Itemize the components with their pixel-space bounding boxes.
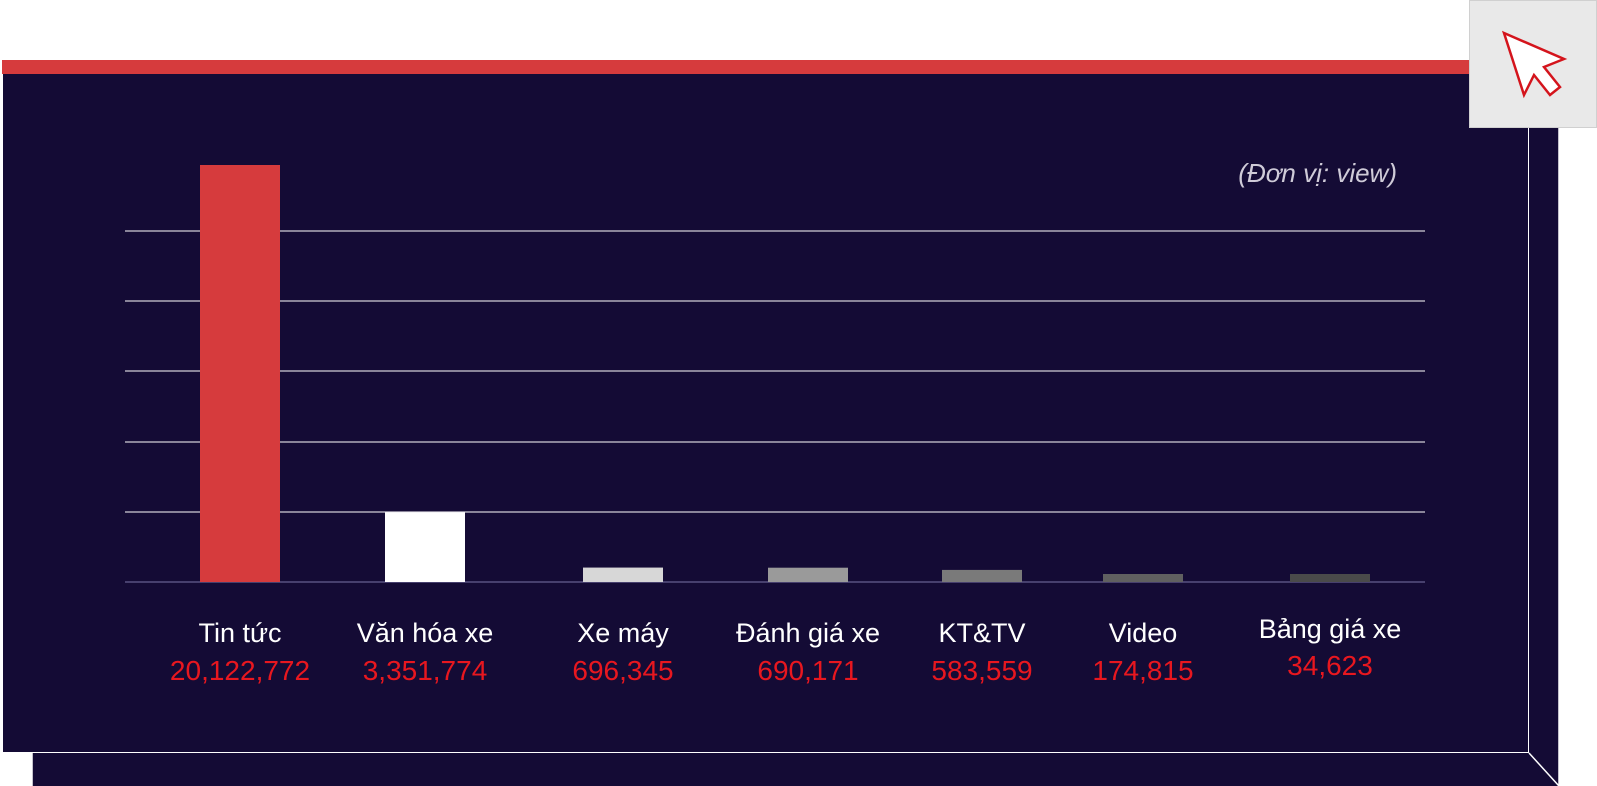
bar-6 [1103,574,1183,582]
bar-4 [768,567,848,582]
cursor-badge [1469,0,1597,128]
bar-1 [200,165,280,582]
card-accent-bar [2,60,1529,74]
category-label-5: KT&TV [938,618,1026,648]
category-label-4: Đánh giá xe [735,618,881,648]
category-label-6: Video [1108,618,1178,648]
value-label-5: 583,559 [931,655,1033,686]
category-label-2: Văn hóa xe [356,618,494,648]
category-label-7: Bảng giá xe [1258,614,1402,644]
cursor-arrow-icon [1501,30,1568,99]
bar-7 [1290,574,1370,582]
value-label-6: 174,815 [1092,655,1194,686]
value-label-7: 34,623 [1287,650,1373,681]
bar-5 [942,569,1022,582]
unit-note: (Đơn vị: view) [1238,158,1397,188]
bar-2 [385,512,465,582]
value-label-2: 3,351,774 [362,655,488,686]
value-label-1: 20,122,772 [169,655,311,686]
category-label-1: Tin tức [198,618,282,648]
value-label-4: 690,171 [757,655,859,686]
bar-3 [583,567,663,582]
value-label-3: 696,345 [572,655,674,686]
category-label-3: Xe máy [577,618,669,648]
